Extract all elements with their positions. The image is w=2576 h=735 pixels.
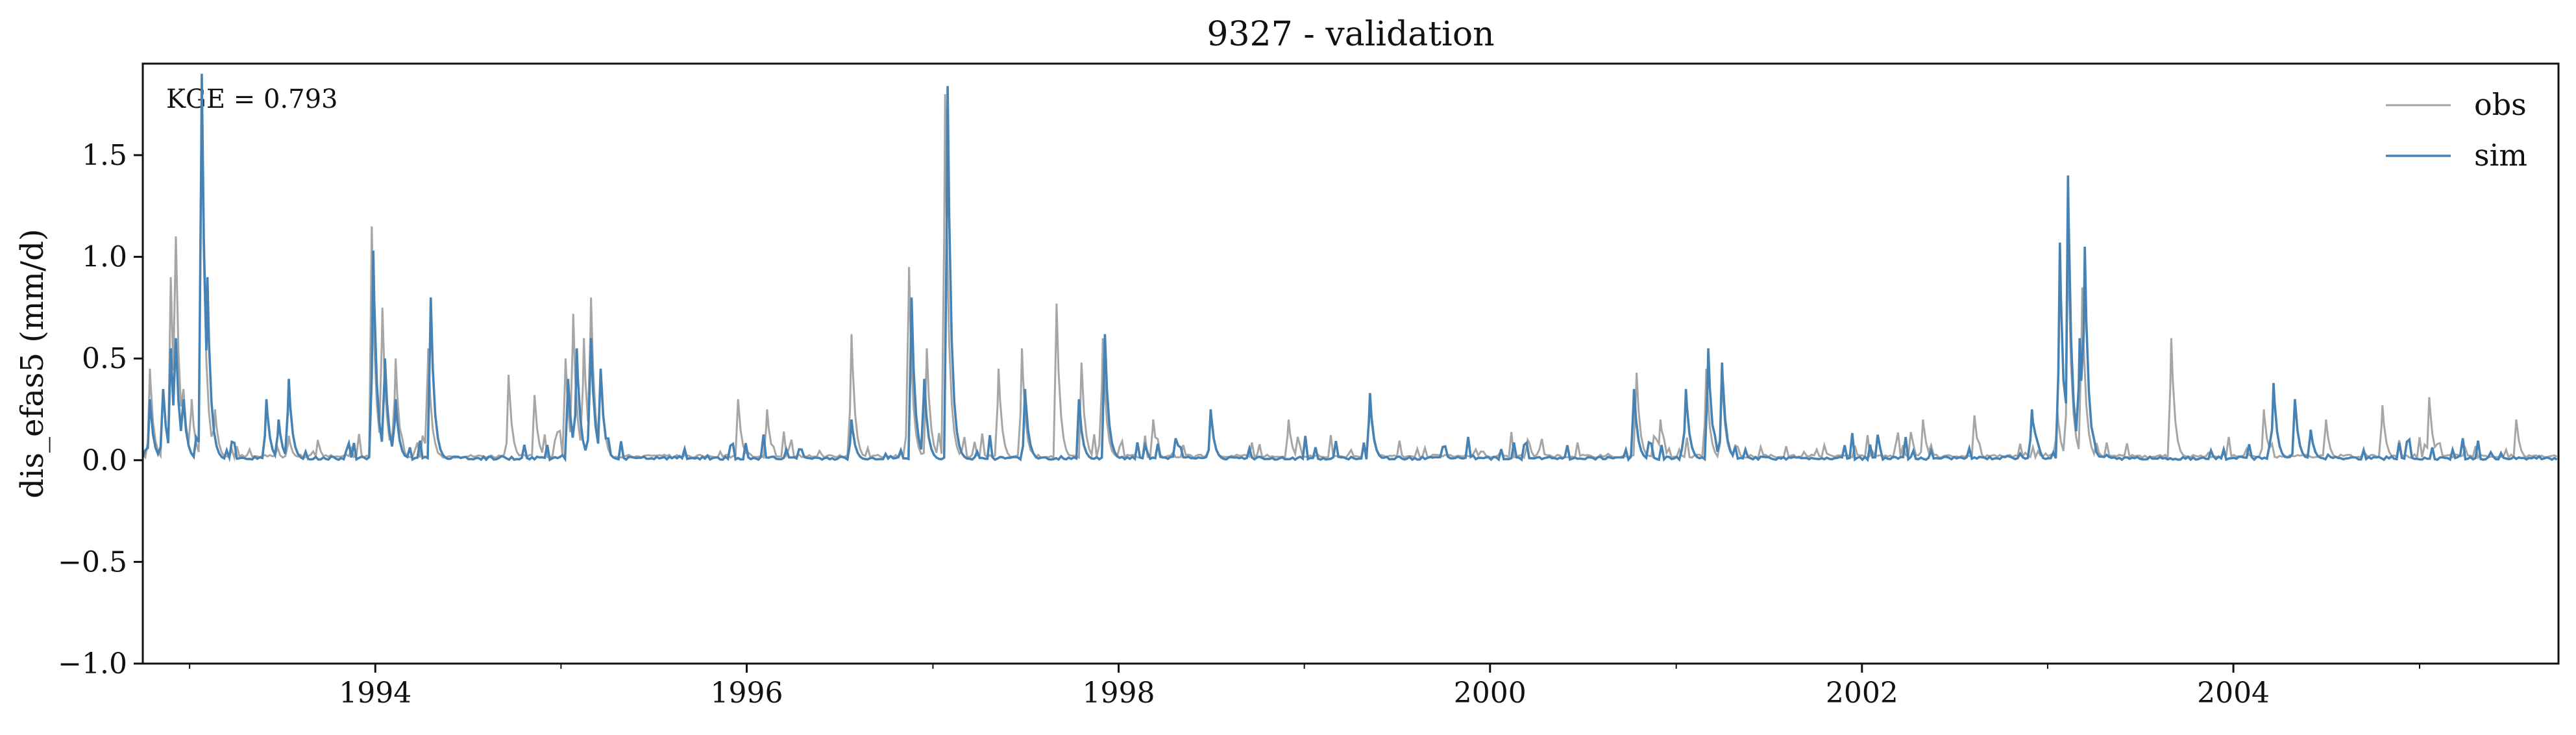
x-tick-label: 1996 <box>711 677 783 710</box>
y-tick-label: −1.0 <box>58 647 127 680</box>
series-line-obs <box>143 93 2558 462</box>
legend-label-sim: sim <box>2474 138 2527 173</box>
x-tick-label: 1994 <box>339 677 411 710</box>
y-tick-label: 1.0 <box>82 241 127 274</box>
x-axis: 1994 1996 1998 2000 2002 2004 <box>189 664 2420 710</box>
x-tick-label: 2002 <box>1826 677 1898 710</box>
y-tick-label: 0.5 <box>82 342 127 375</box>
x-tick-label: 2004 <box>2197 677 2270 710</box>
chart-title: 9327 - validation <box>1207 15 1494 54</box>
plot-frame <box>141 62 2560 665</box>
y-axis: −1.0 −0.5 0.0 0.5 1.0 1.5 <box>58 139 143 680</box>
x-tick-label: 1998 <box>1083 677 1155 710</box>
x-tick-label: 2000 <box>1454 677 1527 710</box>
y-tick-label: −0.5 <box>58 545 127 579</box>
y-tick-label: 0.0 <box>82 444 127 477</box>
legend: obs sim <box>2386 87 2527 173</box>
legend-label-obs: obs <box>2474 87 2527 122</box>
kge-annotation: KGE = 0.793 <box>166 84 338 114</box>
series-line-sim <box>143 73 2558 463</box>
y-tick-label: 1.5 <box>82 139 127 172</box>
y-axis-label: dis_efas5 (mm/d) <box>14 229 51 498</box>
